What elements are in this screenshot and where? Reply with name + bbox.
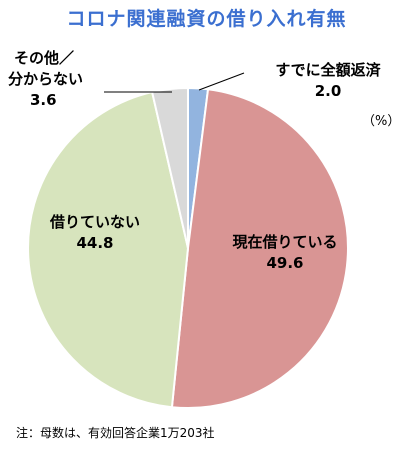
slice-currently-borrowing: [170, 88, 349, 409]
label-currently-borrowing-value: 49.6: [266, 254, 304, 272]
label-other-line1: その他／: [14, 49, 75, 67]
label-fully-repaid-name: すでに全額返済: [275, 61, 381, 79]
footnote: 注：母数は、有効回答企業1万203社: [16, 426, 215, 440]
label-other-value: 3.6: [30, 91, 57, 109]
label-other-line2: 分からない: [8, 70, 84, 88]
label-fully-repaid: すでに全額返済 2.0: [248, 60, 408, 102]
chart-title: コロナ関連融資の借り入れ有無: [66, 8, 347, 30]
label-fully-repaid-value: 2.0: [314, 82, 342, 100]
label-not-borrowing-name: 借りていない: [49, 213, 140, 231]
label-currently-borrowing: 現在借りている 49.6: [210, 232, 360, 274]
slice-not-borrowing: [27, 90, 190, 409]
leader-line-fully-repaid: [198, 72, 245, 91]
label-currently-borrowing-name: 現在借りている: [232, 233, 338, 251]
label-not-borrowing-value: 44.8: [76, 234, 114, 252]
label-not-borrowing: 借りていない 44.8: [30, 212, 160, 254]
label-other: その他／ 分からない 3.6: [8, 48, 118, 111]
unit-label: （%）: [362, 114, 401, 129]
